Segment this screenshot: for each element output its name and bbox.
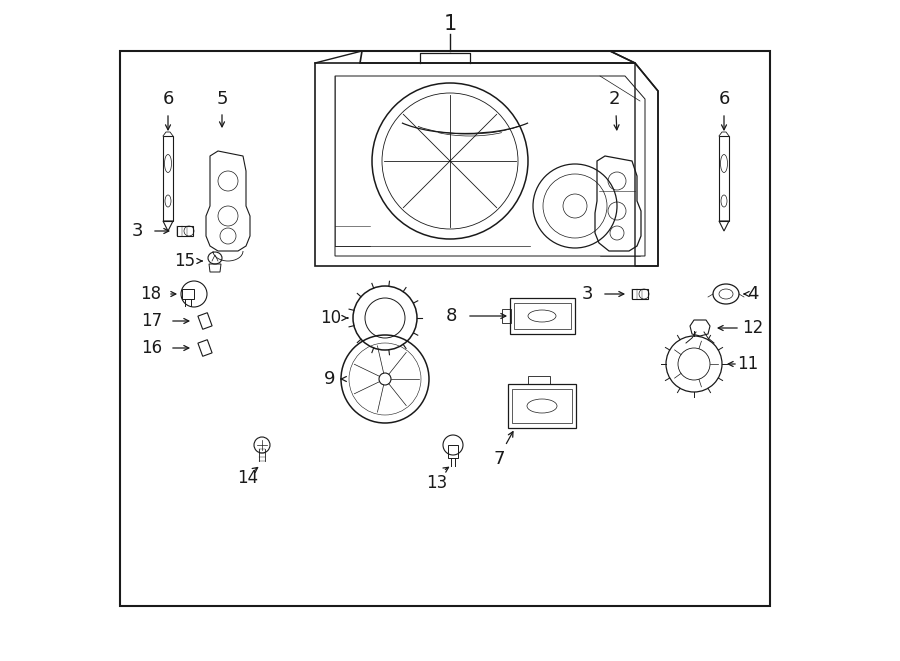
- Text: 1: 1: [444, 14, 456, 34]
- Bar: [510, 298, 575, 334]
- Bar: [719, 136, 729, 221]
- Bar: [177, 226, 193, 236]
- Text: 5: 5: [216, 90, 228, 108]
- Bar: [502, 309, 511, 323]
- Bar: [448, 445, 458, 458]
- Text: 11: 11: [737, 355, 759, 373]
- Text: 4: 4: [747, 285, 759, 303]
- Text: 10: 10: [320, 309, 342, 327]
- Text: 6: 6: [718, 90, 730, 108]
- Bar: [508, 384, 576, 428]
- Bar: [512, 389, 572, 423]
- Text: 3: 3: [581, 285, 593, 303]
- Bar: [182, 289, 194, 299]
- Text: 13: 13: [427, 474, 447, 492]
- Text: 12: 12: [742, 319, 763, 337]
- Text: 9: 9: [324, 370, 336, 388]
- Bar: [163, 136, 173, 221]
- Text: 14: 14: [238, 469, 258, 487]
- Text: 18: 18: [140, 285, 162, 303]
- Text: 3: 3: [131, 222, 143, 240]
- Text: 8: 8: [446, 307, 456, 325]
- Text: 2: 2: [608, 90, 620, 108]
- Text: 15: 15: [175, 252, 195, 270]
- Bar: [528, 376, 550, 384]
- Bar: [514, 303, 571, 329]
- Text: 7: 7: [493, 450, 505, 468]
- Text: 16: 16: [141, 339, 163, 357]
- Bar: [632, 289, 648, 299]
- Text: 17: 17: [141, 312, 163, 330]
- Text: 6: 6: [162, 90, 174, 108]
- Bar: [120, 51, 770, 606]
